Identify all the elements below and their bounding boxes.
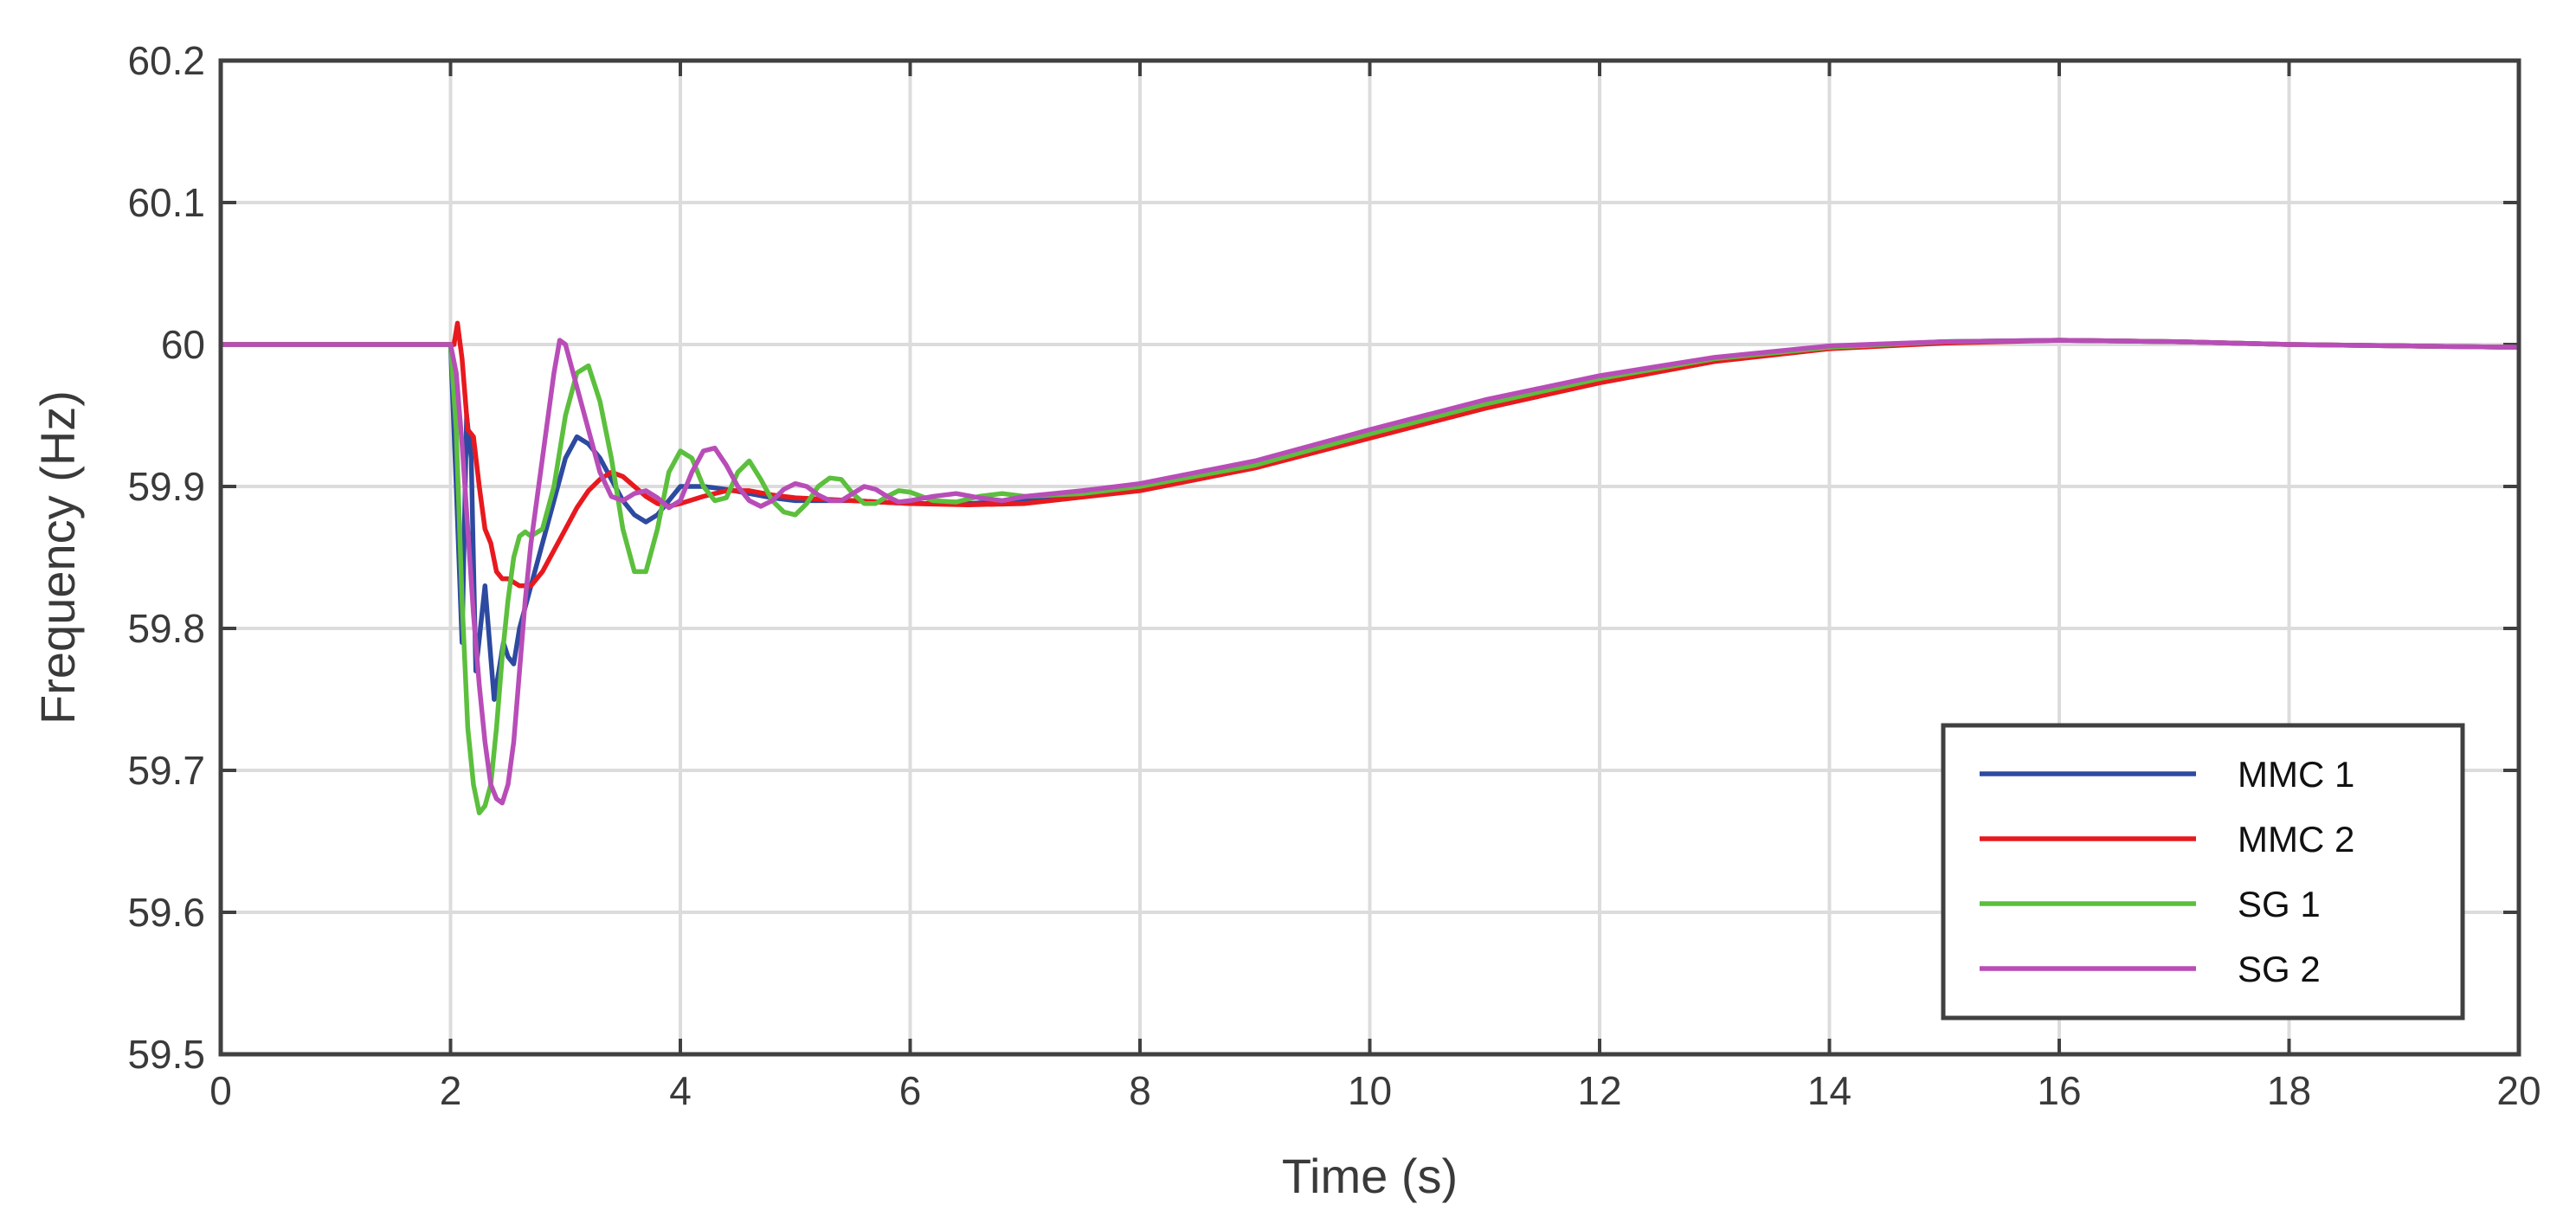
legend-box	[1941, 723, 2465, 1021]
legend-label-sg-1: SG 1	[2238, 884, 2321, 924]
y-tick-label: 59.5	[127, 1032, 205, 1077]
x-tick-label: 0	[209, 1068, 232, 1113]
x-tick-label: 18	[2267, 1068, 2311, 1113]
x-tick-label: 12	[1577, 1068, 1621, 1113]
legend-label-sg-2: SG 2	[2238, 949, 2321, 989]
x-tick-label: 6	[899, 1068, 922, 1113]
x-tick-label: 10	[1348, 1068, 1392, 1113]
y-tick-label: 60.1	[127, 180, 205, 225]
x-tick-label: 8	[1129, 1068, 1151, 1113]
x-tick-label: 16	[2037, 1068, 2081, 1113]
y-tick-label: 60.2	[127, 38, 205, 83]
y-tick-label: 60	[161, 322, 205, 367]
x-tick-label: 4	[669, 1068, 692, 1113]
y-tick-label: 59.8	[127, 606, 205, 651]
y-tick-label: 59.7	[127, 748, 205, 793]
y-tick-label: 59.9	[127, 464, 205, 509]
x-tick-label: 14	[1807, 1068, 1852, 1113]
x-axis-label: Time (s)	[1282, 1149, 1458, 1203]
tick-labels: 0 2 4 6 8 10 12 14 16 18 20 59.5 59.6 59.7 59.8 59.9 60 6…	[127, 38, 2541, 1113]
series-line-sg-1	[221, 338, 2519, 815]
y-tick-label: 59.6	[127, 890, 205, 935]
plot-frame	[218, 58, 2521, 1057]
x-tick-label: 2	[440, 1068, 462, 1113]
legend-label-mmc-1: MMC 1	[2238, 754, 2354, 795]
x-tick-label: 20	[2496, 1068, 2541, 1113]
series-line-mmc-2	[221, 320, 2519, 589]
plot-area	[221, 320, 2519, 815]
y-axis-label: Frequency (Hz)	[30, 390, 85, 724]
axis-ticks	[219, 59, 2521, 1056]
series-lines	[221, 320, 2519, 815]
series-line-sg-2	[221, 338, 2519, 806]
legend: MMC 1 MMC 2 SG 1 SG 2	[1941, 723, 2465, 1021]
legend-label-mmc-2: MMC 2	[2238, 819, 2354, 860]
